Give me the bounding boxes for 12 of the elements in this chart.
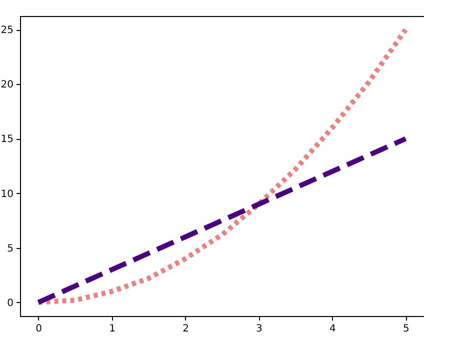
y-tick-label: 20	[0, 80, 14, 91]
y-tick-label: 25	[0, 25, 14, 36]
y-tick-label: 5	[7, 243, 14, 254]
x-tick-label: 3	[256, 324, 262, 334]
x-tick-label: 1	[109, 324, 116, 334]
y-tick-label: 0	[7, 298, 14, 309]
x-tick-label: 4	[329, 324, 336, 334]
x-tick-label: 0	[36, 324, 42, 334]
y-tick-label: 15	[0, 134, 14, 146]
x-tick-label: 2	[182, 324, 189, 334]
x-tick-label: 5	[402, 324, 410, 334]
y-tick-label: 10	[0, 188, 14, 200]
